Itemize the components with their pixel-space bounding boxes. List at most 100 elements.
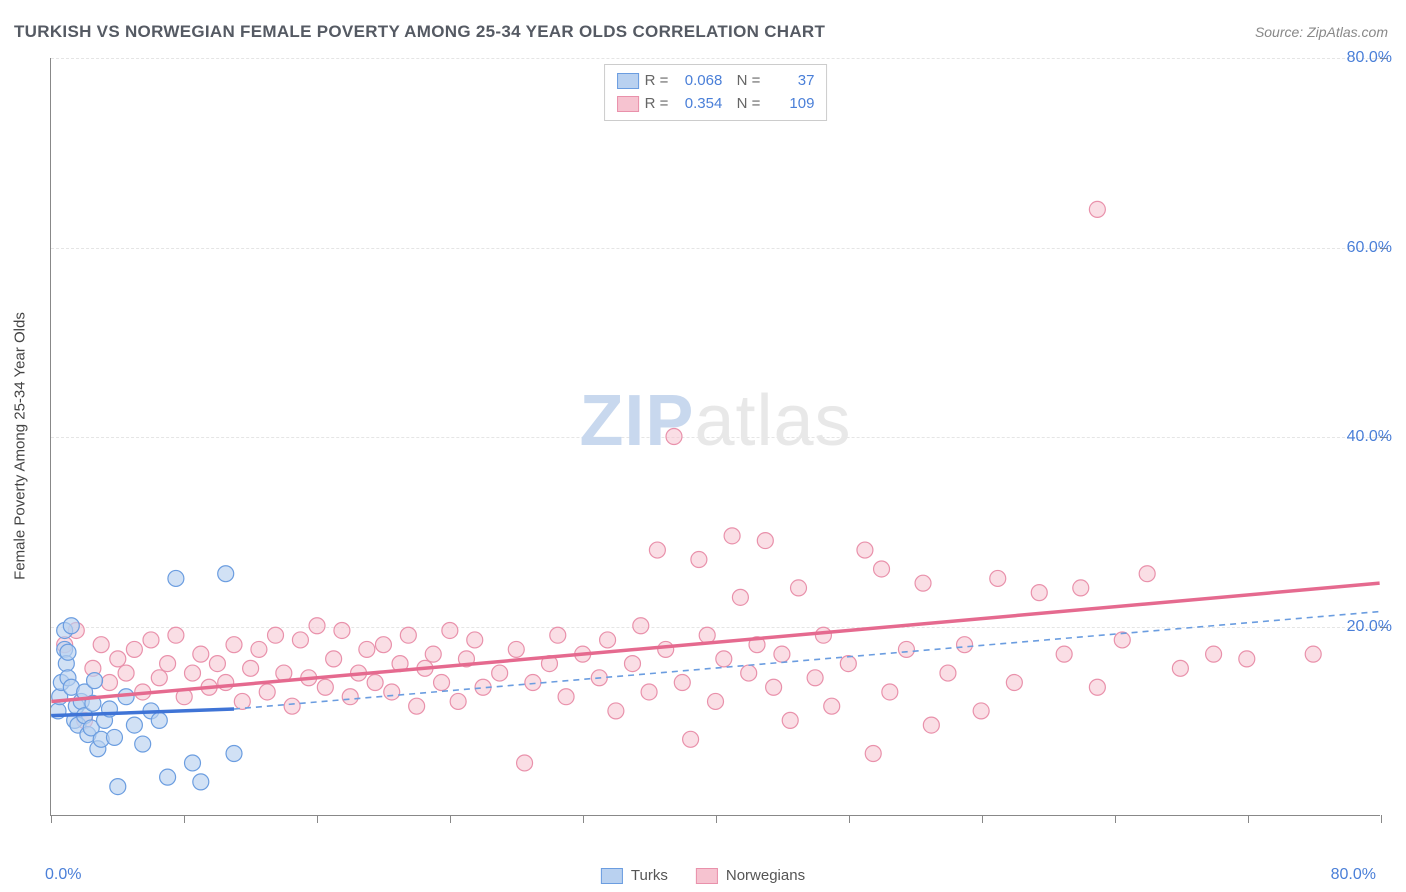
- data-point: [782, 712, 798, 728]
- swatch-turks-icon: [601, 868, 623, 884]
- data-point: [608, 703, 624, 719]
- data-point: [1172, 660, 1188, 676]
- data-point: [126, 717, 142, 733]
- legend-label-turks: Turks: [631, 867, 668, 884]
- data-point: [898, 641, 914, 657]
- x-tick: [583, 815, 584, 823]
- data-point: [326, 651, 342, 667]
- data-point: [1089, 679, 1105, 695]
- data-point: [185, 755, 201, 771]
- x-tick: [1115, 815, 1116, 823]
- data-point: [168, 570, 184, 586]
- data-point: [666, 429, 682, 445]
- x-tick: [51, 815, 52, 823]
- legend-stats: R = 0.068 N = 37 R = 0.354 N = 109: [604, 64, 828, 121]
- data-point: [317, 679, 333, 695]
- x-tick: [716, 815, 717, 823]
- data-point: [1114, 632, 1130, 648]
- data-point: [766, 679, 782, 695]
- data-point: [1031, 585, 1047, 601]
- data-point: [940, 665, 956, 681]
- data-point: [168, 627, 184, 643]
- data-point: [915, 575, 931, 591]
- swatch-norwegians-icon: [696, 868, 718, 884]
- stat-n-turks: 37: [766, 70, 814, 93]
- x-tick: [317, 815, 318, 823]
- data-point: [641, 684, 657, 700]
- data-point: [60, 644, 76, 660]
- data-point: [815, 627, 831, 643]
- data-point: [517, 755, 533, 771]
- y-axis-label: Female Poverty Among 25-34 Year Olds: [12, 312, 29, 580]
- data-point: [973, 703, 989, 719]
- plot-area: ZIPatlas R = 0.068 N = 37 R = 0.354 N = …: [50, 58, 1380, 816]
- stat-n-norwegians: 109: [766, 93, 814, 116]
- data-point: [840, 656, 856, 672]
- data-point: [708, 693, 724, 709]
- x-tick: [1248, 815, 1249, 823]
- regression-line: [51, 583, 1379, 701]
- legend-item-turks: Turks: [601, 867, 668, 884]
- data-point: [716, 651, 732, 667]
- x-tick: [450, 815, 451, 823]
- legend-item-norwegians: Norwegians: [696, 867, 805, 884]
- data-point: [193, 646, 209, 662]
- x-tick: [982, 815, 983, 823]
- data-point: [508, 641, 524, 657]
- data-point: [101, 675, 117, 691]
- data-point: [807, 670, 823, 686]
- legend-series: Turks Norwegians: [601, 867, 805, 884]
- legend-stats-row-norwegians: R = 0.354 N = 109: [617, 93, 815, 116]
- data-point: [923, 717, 939, 733]
- data-point: [649, 542, 665, 558]
- data-point: [375, 637, 391, 653]
- data-point: [151, 712, 167, 728]
- data-point: [218, 566, 234, 582]
- data-point: [691, 552, 707, 568]
- data-point: [450, 693, 466, 709]
- data-point: [251, 641, 267, 657]
- data-point: [367, 675, 383, 691]
- data-point: [857, 542, 873, 558]
- chart-title: TURKISH VS NORWEGIAN FEMALE POVERTY AMON…: [14, 22, 825, 42]
- data-point: [160, 769, 176, 785]
- x-axis-max-label: 80.0%: [1331, 866, 1376, 884]
- data-point: [185, 665, 201, 681]
- chart-svg: [51, 58, 1380, 815]
- data-point: [550, 627, 566, 643]
- data-point: [1239, 651, 1255, 667]
- data-point: [874, 561, 890, 577]
- data-point: [384, 684, 400, 700]
- data-point: [334, 622, 350, 638]
- data-point: [425, 646, 441, 662]
- swatch-turks-icon: [617, 73, 639, 89]
- data-point: [683, 731, 699, 747]
- data-point: [434, 675, 450, 691]
- data-point: [209, 656, 225, 672]
- data-point: [658, 641, 674, 657]
- data-point: [633, 618, 649, 634]
- data-point: [757, 533, 773, 549]
- data-point: [309, 618, 325, 634]
- data-point: [151, 670, 167, 686]
- data-point: [824, 698, 840, 714]
- data-point: [732, 589, 748, 605]
- data-point: [957, 637, 973, 653]
- data-point: [1006, 675, 1022, 691]
- x-axis-min-label: 0.0%: [45, 866, 81, 884]
- data-point: [409, 698, 425, 714]
- data-point: [882, 684, 898, 700]
- data-point: [467, 632, 483, 648]
- data-point: [106, 729, 122, 745]
- data-point: [442, 622, 458, 638]
- stat-r-label: R =: [645, 93, 669, 116]
- data-point: [160, 656, 176, 672]
- data-point: [774, 646, 790, 662]
- x-tick: [184, 815, 185, 823]
- data-point: [87, 673, 103, 689]
- data-point: [1056, 646, 1072, 662]
- data-point: [93, 637, 109, 653]
- data-point: [1305, 646, 1321, 662]
- data-point: [259, 684, 275, 700]
- data-point: [865, 746, 881, 762]
